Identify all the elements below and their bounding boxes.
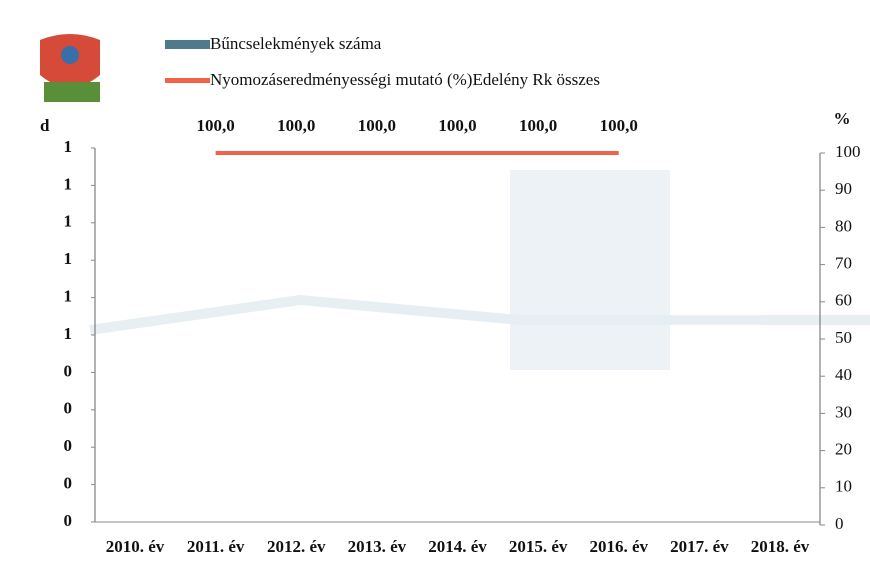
y-tick-label: 0 bbox=[64, 436, 73, 455]
y-tick-label: 1 bbox=[64, 287, 73, 306]
y-tick-label: 0 bbox=[64, 361, 73, 380]
data-label: 100,0 bbox=[438, 116, 476, 135]
y2-tick-label: 90 bbox=[835, 179, 852, 198]
data-label: 100,0 bbox=[358, 116, 396, 135]
x-tick-label: 2010. év bbox=[106, 537, 165, 556]
x-tick-label: 2012. év bbox=[267, 537, 326, 556]
y2-tick-label: 20 bbox=[835, 440, 852, 459]
data-label: 100,0 bbox=[519, 116, 557, 135]
legend-label[interactable]: Bűncselekmények száma bbox=[210, 34, 382, 53]
x-tick-label: 2011. év bbox=[187, 537, 245, 556]
x-tick-label: 2014. év bbox=[428, 537, 487, 556]
y2-tick-label: 100 bbox=[835, 142, 861, 161]
y-tick-label: 1 bbox=[64, 212, 73, 231]
x-tick-label: 2015. év bbox=[509, 537, 568, 556]
legend-swatch bbox=[165, 40, 210, 49]
data-label: 100,0 bbox=[197, 116, 235, 135]
chart: d % Bűncselekmények száma Nyomozáseredmé… bbox=[0, 0, 870, 561]
y-tick-label: 1 bbox=[64, 137, 73, 156]
y2-tick-label: 0 bbox=[835, 514, 844, 533]
legend-swatch bbox=[165, 78, 210, 83]
y2-tick-label: 60 bbox=[835, 291, 852, 310]
x-tick-label: 2016. év bbox=[589, 537, 648, 556]
y-tick-label: 1 bbox=[64, 249, 73, 268]
y-tick-label: 0 bbox=[64, 511, 73, 530]
y-tick-label: 0 bbox=[64, 474, 73, 493]
y-tick-label: 0 bbox=[64, 399, 73, 418]
x-tick-label: 2018. év bbox=[751, 537, 810, 556]
y2-tick-label: 10 bbox=[835, 477, 852, 496]
data-label: 100,0 bbox=[600, 116, 638, 135]
y-tick-label: 1 bbox=[64, 174, 73, 193]
y2-tick-label: 30 bbox=[835, 402, 852, 421]
x-tick-label: 2013. év bbox=[348, 537, 407, 556]
y2-tick-label: 80 bbox=[835, 216, 852, 235]
data-label: 100,0 bbox=[277, 116, 315, 135]
y-axis-label: d bbox=[40, 116, 50, 135]
x-tick-label: 2017. év bbox=[670, 537, 729, 556]
y2-tick-label: 50 bbox=[835, 328, 852, 347]
y2-tick-label: 70 bbox=[835, 254, 852, 273]
y2-axis-label: % bbox=[834, 109, 851, 128]
legend-label[interactable]: Nyomozáseredményességi mutató (%)Edelény… bbox=[210, 70, 600, 89]
y-tick-label: 1 bbox=[64, 324, 73, 343]
y2-tick-label: 40 bbox=[835, 365, 852, 384]
logo bbox=[40, 34, 100, 102]
